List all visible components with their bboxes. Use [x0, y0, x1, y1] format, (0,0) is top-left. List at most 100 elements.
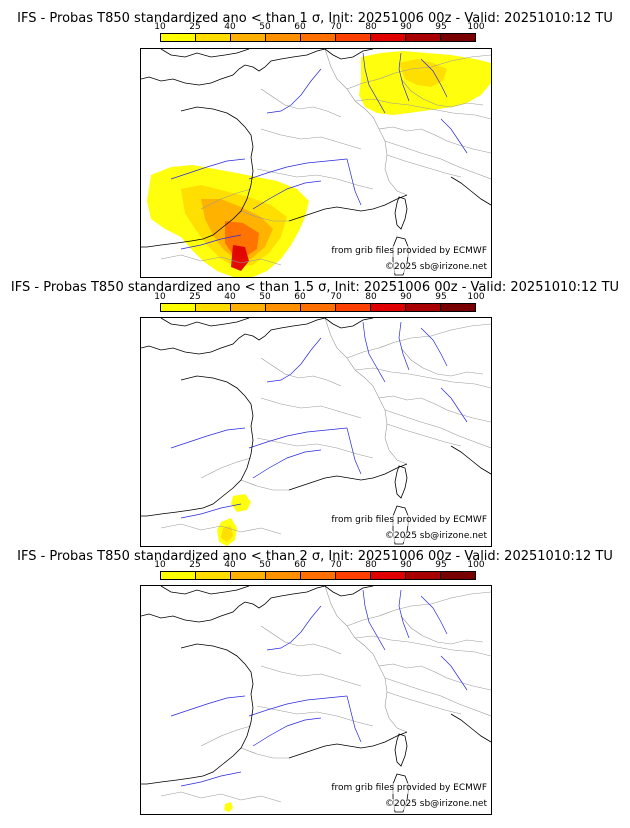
border-line: [260, 88, 342, 118]
colorbar-swatch: [441, 304, 475, 311]
colorbar-swatch: [371, 34, 406, 41]
river-line: [180, 771, 242, 787]
coastline-corsica: [394, 465, 408, 499]
colorbar-tick: 95: [435, 560, 447, 570]
colorbar-swatch: [301, 572, 336, 579]
colorbar-tick: 25: [189, 560, 201, 570]
river-line: [362, 321, 386, 383]
probability-area-sw-80: [231, 245, 249, 271]
panel-title: IFS - Probas T850 standardized ano < tha…: [17, 11, 613, 26]
coastline-corsica: [394, 196, 408, 230]
coastline: [450, 713, 491, 743]
colorbar-tick-labels: 10 25 40 50 60 70 80 90 95 100: [154, 292, 484, 303]
colorbar-swatch: [161, 572, 196, 579]
border-line: [386, 691, 462, 715]
coastline: [288, 731, 408, 759]
colorbar-swatch: [406, 572, 441, 579]
colorbar-tick: 10: [154, 560, 166, 570]
border-line: [378, 395, 491, 423]
coastline-corsica: [394, 733, 408, 767]
border-line: [200, 725, 252, 747]
coastline: [180, 643, 254, 695]
coastline: [141, 318, 326, 355]
river-line: [170, 158, 246, 180]
coastline: [141, 693, 254, 785]
colorbar-tick: 25: [189, 292, 201, 302]
map-canvas: [141, 586, 491, 813]
border-line: [324, 318, 380, 399]
colorbar-tick: 10: [154, 292, 166, 302]
colorbar-swatch: [266, 572, 301, 579]
map: from grib files provided by ECMWF ©2025 …: [140, 585, 492, 815]
border-line: [378, 126, 491, 154]
border-line: [256, 705, 374, 727]
colorbar-tick: 50: [259, 292, 271, 302]
coastline: [141, 49, 326, 86]
colorbar-tick: 100: [467, 292, 485, 302]
coastline: [160, 586, 250, 595]
colorbar-tick: 50: [259, 22, 271, 32]
colorbar: 10 25 40 50 60 70 80 90 95 100: [154, 292, 485, 314]
colorbar-swatches: [160, 571, 476, 580]
river-line: [440, 387, 468, 423]
copyright: ©2025 sb@irizone.net: [385, 262, 487, 273]
colorbar-swatches: [160, 33, 476, 42]
border-line: [354, 635, 491, 657]
river-line: [398, 52, 410, 102]
colorbar-tick: 70: [330, 560, 342, 570]
river-line: [248, 427, 348, 449]
copyright: ©2025 sb@irizone.net: [385, 531, 487, 542]
panel-title: IFS - Probas T850 standardized ano < tha…: [17, 549, 613, 564]
river-line: [362, 589, 386, 651]
border-line: [386, 154, 462, 178]
border-line: [386, 423, 462, 447]
probability-patch: [231, 494, 251, 512]
river-line: [420, 327, 448, 367]
map-canvas: [141, 318, 491, 546]
colorbar-tick: 50: [259, 560, 271, 570]
river-line: [252, 717, 322, 747]
river-line: [266, 605, 322, 651]
border-line: [240, 747, 289, 759]
source-credit: from grib files provided by ECMWF: [331, 783, 487, 794]
colorbar-swatch: [231, 34, 266, 41]
colorbar-swatch: [406, 304, 441, 311]
colorbar-tick: 80: [365, 292, 377, 302]
river-line: [266, 68, 322, 114]
colorbar-tick: 10: [154, 22, 166, 32]
coastline: [141, 156, 254, 248]
border-line: [260, 625, 342, 655]
border-line: [160, 791, 282, 803]
river-line: [346, 427, 362, 475]
coastline: [160, 318, 250, 327]
map-panel-2sigma: IFS - Probas T850 standardized ano < tha…: [0, 539, 630, 815]
border-line: [384, 677, 491, 717]
border-line: [354, 98, 491, 120]
border-line: [260, 357, 342, 387]
coastline: [288, 463, 408, 491]
border-line: [240, 210, 289, 222]
copyright: ©2025 sb@irizone.net: [385, 799, 487, 810]
river-line: [440, 655, 468, 691]
colorbar-tick: 95: [435, 292, 447, 302]
colorbar: 10 25 40 50 60 70 80 90 95 100: [154, 560, 485, 582]
river-line: [180, 503, 242, 519]
border-line: [324, 586, 380, 667]
colorbar-swatch: [196, 34, 231, 41]
colorbar-tick: 95: [435, 22, 447, 32]
colorbar-swatch: [231, 304, 266, 311]
river-line: [398, 321, 410, 371]
border-line: [400, 78, 484, 108]
river-line: [346, 158, 362, 206]
panel-title: IFS - Probas T850 standardized ano < tha…: [10, 280, 620, 295]
colorbar-swatch: [441, 34, 475, 41]
border-line: [384, 409, 491, 449]
border-line: [200, 188, 252, 210]
coastline: [160, 49, 250, 58]
colorbar-swatch: [301, 34, 336, 41]
colorbar-swatch: [336, 34, 371, 41]
map-panel-1sigma: IFS - Probas T850 standardized ano < tha…: [0, 0, 630, 278]
colorbar-swatch: [336, 572, 371, 579]
border-line: [378, 128, 408, 196]
colorbar-swatches: [160, 303, 476, 312]
